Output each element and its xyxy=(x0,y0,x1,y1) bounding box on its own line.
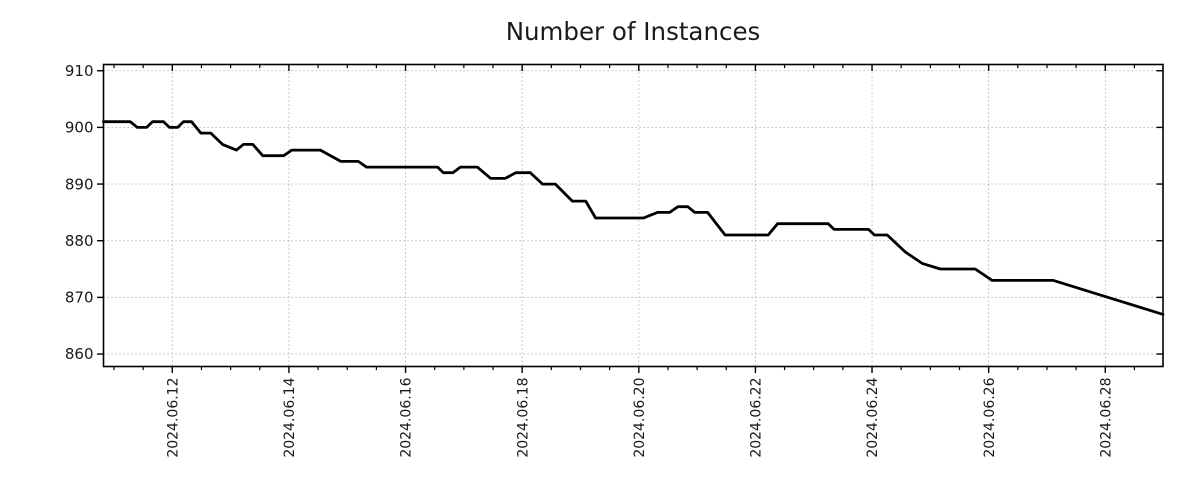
x-tick-label: 2024.06.24 xyxy=(865,377,881,457)
axis-labels: 860 870 880 890 900 910 2024.06.12 2024.06.14 20… xyxy=(65,62,1115,458)
y-tick-label: 910 xyxy=(65,62,94,80)
chart-title: Number of Instances xyxy=(506,17,761,46)
y-tick-label: 890 xyxy=(65,175,94,193)
y-tick-label: 900 xyxy=(65,119,94,137)
series-line-instances xyxy=(102,120,1165,316)
x-tick-label: 2024.06.18 xyxy=(515,378,531,458)
x-tick-label: 2024.06.22 xyxy=(749,378,765,458)
x-tick-label: 2024.06.14 xyxy=(282,377,298,457)
series-layer xyxy=(102,120,1165,316)
x-tick-label: 2024.06.20 xyxy=(632,378,648,458)
gridlines xyxy=(103,64,1163,367)
x-tick-label: 2024.06.26 xyxy=(982,377,998,457)
x-tick-label: 2024.06.28 xyxy=(1098,378,1114,458)
plot-border xyxy=(102,63,1164,368)
x-tick-label: 2024.06.16 xyxy=(399,377,415,457)
axes xyxy=(97,63,1164,373)
y-tick-label: 880 xyxy=(65,232,94,250)
x-tick-label: 2024.06.12 xyxy=(166,378,182,458)
y-tick-label: 870 xyxy=(65,289,94,307)
y-tick-label: 860 xyxy=(65,345,94,363)
